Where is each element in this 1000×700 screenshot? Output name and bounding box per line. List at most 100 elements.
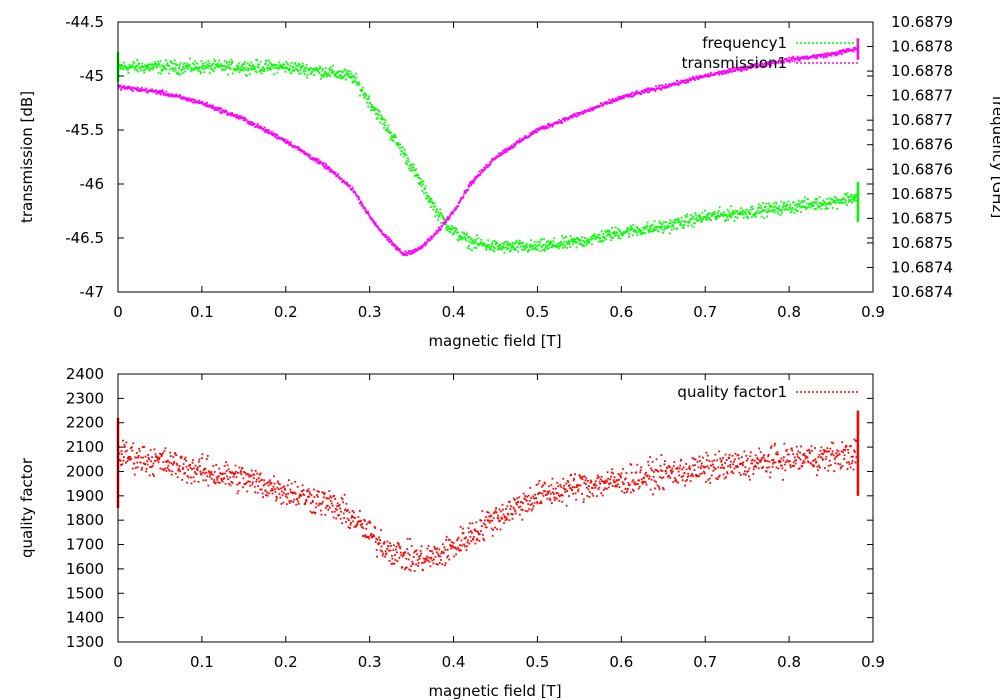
frequency1-point [792,201,795,204]
frequency1-point [417,174,419,176]
quality-factor1-point [331,511,334,513]
quality-factor1-point [716,478,719,480]
frequency1-point [706,214,709,216]
frequency1-point [473,239,475,241]
quality-factor1-point [323,493,326,496]
frequency1-point [469,247,471,250]
frequency1-point [761,209,764,211]
quality-factor1-point [792,461,795,464]
transmission1-point [503,151,506,154]
quality-factor1-point [556,481,559,484]
transmission1-point [122,85,125,87]
frequency1-point [488,246,491,249]
frequency1-point [652,230,654,233]
transmission1-point [528,134,531,137]
transmission1-point [599,105,602,107]
quality-factor1-point [140,456,143,459]
quality-factor1-point [514,510,517,512]
y-tick-label: 1500 [66,584,104,602]
frequency1-point [348,75,350,78]
frequency1-point [562,237,565,240]
transmission1-point [646,88,648,91]
transmission1-point [284,141,287,144]
frequency1-point [144,64,146,67]
y-tick-label: -47 [80,283,105,301]
transmission1-point [413,251,416,253]
frequency1-point [140,69,143,72]
quality-factor1-point [138,450,141,453]
transmission1-point [577,112,579,114]
frequency1-point [701,211,704,214]
quality-factor1-point [534,493,536,496]
transmission1-point [751,64,754,66]
frequency1-point [795,210,798,213]
quality-factor1-point [797,450,800,453]
quality-factor1-point [716,459,719,462]
quality-factor1-point [413,570,416,572]
quality-factor1-point [698,455,701,458]
frequency1-point [387,129,389,132]
frequency1-point [419,178,422,180]
quality-factor1-point [127,457,130,460]
frequency1-point [237,65,240,67]
quality-factor1-point [475,521,478,524]
quality-factor1-point [182,466,185,469]
transmission1-point [296,145,299,148]
frequency1-point [157,72,160,74]
quality-factor1-point [416,559,419,561]
quality-factor1-point [779,461,782,463]
quality-factor1-point [240,473,243,476]
transmission1-point [538,129,541,131]
quality-factor1-point [783,463,786,466]
transmission1-point [641,90,644,92]
quality-factor1-point [791,449,794,452]
frequency1-point [727,219,729,221]
frequency1-point [184,70,186,73]
quality-factor1-point [583,482,586,485]
frequency1-point [309,67,311,70]
transmission1-point [581,110,584,113]
quality-factor1-point [282,486,284,489]
transmission1-point [573,113,576,115]
quality-factor1-point [163,469,165,472]
quality-factor1-point [586,495,589,497]
transmission1-point [367,210,370,213]
quality-factor1-point [589,491,591,493]
quality-factor1-point [128,459,131,461]
quality-factor1-point [832,454,835,457]
quality-factor1-point [690,474,693,477]
top-x-axis: 0 0.1 0.2 0.3 0.4 0.5 0.6 0.7 0.8 0.9 [113,22,885,321]
frequency1-point [746,217,749,219]
frequency1-point [851,198,854,201]
frequency1-point [797,199,800,202]
frequency1-point [449,228,452,230]
frequency1-point [591,235,594,238]
quality-factor1-point [484,523,487,526]
transmission1-point [389,238,391,240]
quality-factor1-point [340,510,342,513]
quality-factor1-point [681,479,684,482]
quality-factor1-point [816,465,819,468]
frequency1-point [704,216,707,218]
transmission1-point [662,86,665,89]
transmission1-point [304,153,306,156]
quality-factor1-point [438,562,441,564]
quality-factor1-point [770,447,772,449]
frequency1-point [294,67,297,70]
frequency1-point [744,210,747,213]
frequency1-point [342,77,345,79]
quality-factor1-point [652,475,655,478]
quality-factor1-point [214,481,217,484]
frequency1-point [659,222,661,225]
quality-factor1-point [543,490,545,492]
quality-factor1-point [312,511,315,513]
quality-factor1-point [250,469,253,472]
frequency1-point [652,229,655,231]
transmission1-point [385,234,387,237]
frequency1-point [121,65,123,68]
quality-factor1-point [230,481,233,483]
quality-factor1-point [265,482,268,485]
quality-factor1-point [729,466,732,468]
quality-factor1-point [654,487,656,490]
